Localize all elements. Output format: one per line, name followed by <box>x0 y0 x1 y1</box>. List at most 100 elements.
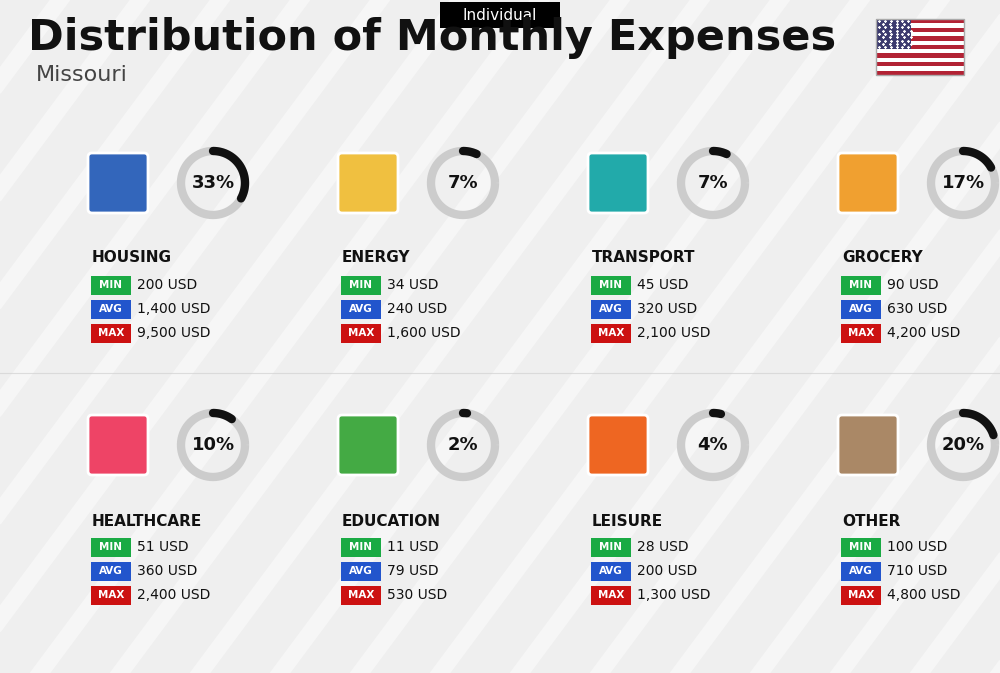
FancyBboxPatch shape <box>440 2 560 28</box>
Text: MIN: MIN <box>850 542 872 552</box>
FancyBboxPatch shape <box>91 275 131 295</box>
FancyBboxPatch shape <box>838 153 898 213</box>
FancyBboxPatch shape <box>876 49 964 53</box>
FancyBboxPatch shape <box>588 153 648 213</box>
Text: 200 USD: 200 USD <box>137 278 197 292</box>
FancyBboxPatch shape <box>876 62 964 67</box>
Text: 100 USD: 100 USD <box>887 540 947 554</box>
Text: 17%: 17% <box>941 174 985 192</box>
Text: 34 USD: 34 USD <box>387 278 438 292</box>
FancyBboxPatch shape <box>591 275 631 295</box>
Text: MIN: MIN <box>100 280 122 290</box>
FancyBboxPatch shape <box>91 299 131 318</box>
Text: AVG: AVG <box>599 304 623 314</box>
FancyBboxPatch shape <box>88 415 148 475</box>
Text: MIN: MIN <box>850 280 872 290</box>
FancyBboxPatch shape <box>341 299 381 318</box>
FancyBboxPatch shape <box>591 586 631 604</box>
FancyBboxPatch shape <box>91 538 131 557</box>
Text: MIN: MIN <box>100 542 122 552</box>
FancyBboxPatch shape <box>876 19 911 49</box>
FancyBboxPatch shape <box>341 538 381 557</box>
FancyBboxPatch shape <box>591 538 631 557</box>
Text: 530 USD: 530 USD <box>387 588 447 602</box>
FancyBboxPatch shape <box>876 71 964 75</box>
FancyBboxPatch shape <box>338 153 398 213</box>
Text: 1,600 USD: 1,600 USD <box>387 326 461 340</box>
Text: 240 USD: 240 USD <box>387 302 447 316</box>
FancyBboxPatch shape <box>841 561 881 581</box>
Text: GROCERY: GROCERY <box>842 250 923 266</box>
Text: OTHER: OTHER <box>842 513 900 528</box>
Text: 2,400 USD: 2,400 USD <box>137 588 210 602</box>
Text: ENERGY: ENERGY <box>342 250 411 266</box>
FancyBboxPatch shape <box>88 153 148 213</box>
Text: EDUCATION: EDUCATION <box>342 513 441 528</box>
FancyBboxPatch shape <box>876 58 964 62</box>
Text: MIN: MIN <box>350 280 372 290</box>
Text: 20%: 20% <box>941 436 985 454</box>
Text: 28 USD: 28 USD <box>637 540 689 554</box>
Text: 33%: 33% <box>191 174 235 192</box>
FancyBboxPatch shape <box>591 324 631 343</box>
Text: 51 USD: 51 USD <box>137 540 189 554</box>
FancyBboxPatch shape <box>341 324 381 343</box>
FancyBboxPatch shape <box>841 586 881 604</box>
FancyBboxPatch shape <box>588 415 648 475</box>
Text: 4,200 USD: 4,200 USD <box>887 326 960 340</box>
Text: 45 USD: 45 USD <box>637 278 688 292</box>
Text: 9,500 USD: 9,500 USD <box>137 326 210 340</box>
FancyBboxPatch shape <box>841 324 881 343</box>
FancyBboxPatch shape <box>876 45 964 49</box>
Text: 2%: 2% <box>448 436 478 454</box>
FancyBboxPatch shape <box>591 561 631 581</box>
Text: MAX: MAX <box>98 328 124 338</box>
Text: Distribution of Monthly Expenses: Distribution of Monthly Expenses <box>28 17 836 59</box>
Text: 4,800 USD: 4,800 USD <box>887 588 960 602</box>
Text: MAX: MAX <box>848 328 874 338</box>
Text: MIN: MIN <box>350 542 372 552</box>
Text: MIN: MIN <box>600 280 622 290</box>
Text: 630 USD: 630 USD <box>887 302 947 316</box>
Text: AVG: AVG <box>99 566 123 576</box>
Text: 2,100 USD: 2,100 USD <box>637 326 710 340</box>
Text: AVG: AVG <box>849 566 873 576</box>
Text: TRANSPORT: TRANSPORT <box>592 250 696 266</box>
Text: MAX: MAX <box>98 590 124 600</box>
FancyBboxPatch shape <box>838 415 898 475</box>
Text: MAX: MAX <box>598 328 624 338</box>
Text: AVG: AVG <box>599 566 623 576</box>
FancyBboxPatch shape <box>841 538 881 557</box>
FancyBboxPatch shape <box>876 53 964 58</box>
Text: MAX: MAX <box>848 590 874 600</box>
Text: 90 USD: 90 USD <box>887 278 939 292</box>
FancyBboxPatch shape <box>91 586 131 604</box>
FancyBboxPatch shape <box>591 299 631 318</box>
Text: 79 USD: 79 USD <box>387 564 439 578</box>
Text: 7%: 7% <box>698 174 728 192</box>
FancyBboxPatch shape <box>876 32 964 36</box>
Text: 1,300 USD: 1,300 USD <box>637 588 710 602</box>
FancyBboxPatch shape <box>341 561 381 581</box>
Text: HEALTHCARE: HEALTHCARE <box>92 513 202 528</box>
Text: MAX: MAX <box>598 590 624 600</box>
FancyBboxPatch shape <box>876 28 964 32</box>
Text: 1,400 USD: 1,400 USD <box>137 302 210 316</box>
FancyBboxPatch shape <box>876 19 964 24</box>
FancyBboxPatch shape <box>338 415 398 475</box>
Text: MAX: MAX <box>348 328 374 338</box>
Text: AVG: AVG <box>99 304 123 314</box>
Text: 360 USD: 360 USD <box>137 564 197 578</box>
Text: Missouri: Missouri <box>36 65 128 85</box>
Text: 4%: 4% <box>698 436 728 454</box>
Text: Individual: Individual <box>463 7 537 22</box>
Text: 200 USD: 200 USD <box>637 564 697 578</box>
FancyBboxPatch shape <box>341 275 381 295</box>
FancyBboxPatch shape <box>91 561 131 581</box>
Text: AVG: AVG <box>849 304 873 314</box>
Text: 11 USD: 11 USD <box>387 540 439 554</box>
FancyBboxPatch shape <box>876 40 964 45</box>
FancyBboxPatch shape <box>876 36 964 40</box>
Text: MAX: MAX <box>348 590 374 600</box>
Text: AVG: AVG <box>349 304 373 314</box>
